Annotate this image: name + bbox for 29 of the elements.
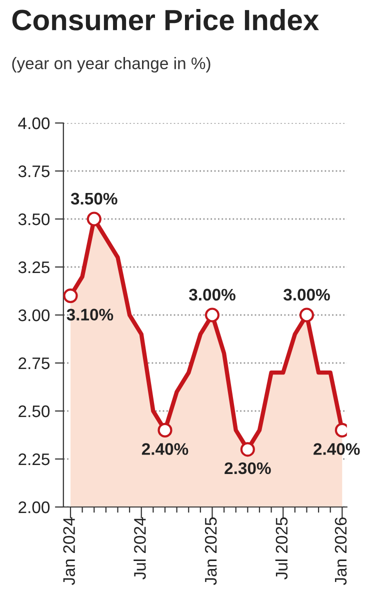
point (204, 308, 220, 322)
point (63, 288, 78, 304)
data-label: 2.40% (142, 443, 188, 455)
y-tick-label: 3.50 (18, 213, 50, 226)
x-tick-label: Jan 2026 (334, 517, 347, 586)
y-tick-label: 3.25 (18, 261, 50, 274)
chart-subtitle: (year on year change in %) (12, 57, 210, 73)
point (86, 212, 102, 226)
y-tick-label: 2.00 (18, 501, 50, 514)
data-label: 3.50% (70, 192, 118, 205)
data-label: 2.40% (314, 443, 360, 455)
y-tick-label: 4.00 (18, 117, 50, 130)
point (240, 442, 255, 457)
data-label: 3.00% (283, 288, 330, 301)
y-tick-label: 2.75 (18, 357, 50, 370)
y-tick-label: 3.00 (18, 309, 50, 322)
point (299, 308, 314, 322)
y-tick-label: 2.25 (18, 453, 50, 466)
point (158, 422, 172, 438)
x-tick-label: Jul 2024 (134, 517, 146, 580)
x-tick-label: Jan 2025 (204, 517, 217, 586)
chart-title: Consumer Price Index (12, 9, 319, 30)
x-tick-label: Jul 2025 (275, 517, 288, 580)
data-label: 3.00% (188, 288, 236, 301)
data-label: 2.30% (224, 462, 271, 474)
y-tick-label: 3.75 (18, 165, 50, 178)
y-tick-label: 2.50 (18, 405, 50, 418)
data-label: 3.10% (66, 308, 114, 321)
x-tick-label: Jan 2024 (63, 517, 75, 586)
